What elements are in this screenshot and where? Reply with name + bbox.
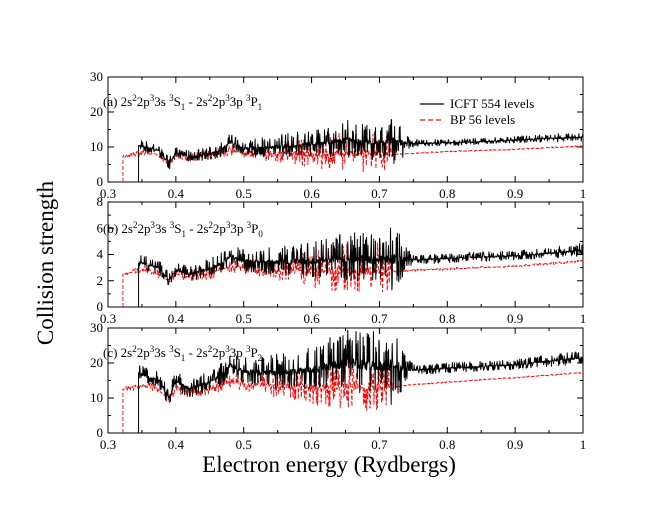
y-tick-label-c: 30 <box>90 320 103 335</box>
x-tick-label-c: 0.5 <box>236 437 252 452</box>
x-tick-label-b: 0.3 <box>100 311 116 326</box>
x-tick-label-a: 0.6 <box>303 186 320 201</box>
series-icft-554-levels-a <box>138 119 583 182</box>
y-tick-label-b: 0 <box>97 299 104 314</box>
x-tick-label-c: 0.8 <box>439 437 455 452</box>
x-tick-label-a: 0.7 <box>371 186 388 201</box>
x-tick-label-a: 0.9 <box>507 186 523 201</box>
y-tick-label-a: 20 <box>90 104 103 119</box>
y-tick-label-b: 8 <box>97 194 104 209</box>
y-tick-label-b: 4 <box>97 247 104 262</box>
x-tick-label-a: 0.5 <box>236 186 252 201</box>
x-axis-title: Electron energy (Rydbergs) <box>202 452 456 477</box>
y-tick-label-c: 10 <box>90 390 103 405</box>
x-tick-label-c: 0.3 <box>100 437 116 452</box>
x-tick-label-b: 0.6 <box>303 311 320 326</box>
x-tick-label-a: 0.8 <box>439 186 455 201</box>
x-tick-label-b: 0.4 <box>168 311 185 326</box>
x-tick-label-b: 0.9 <box>507 311 523 326</box>
legend: ICFT 554 levels BP 56 levels <box>420 96 534 127</box>
y-axis-title: Collision strength <box>33 180 58 345</box>
y-tick-label-b: 2 <box>97 273 104 288</box>
series-icft-554-levels-b <box>138 227 583 307</box>
legend-label-bp: BP 56 levels <box>450 112 515 127</box>
y-tick-label-c: 20 <box>90 355 103 370</box>
x-tick-label-c: 0.6 <box>303 437 320 452</box>
x-tick-label-c: 0.4 <box>168 437 185 452</box>
y-tick-label-a: 30 <box>90 69 103 84</box>
series-icft-554-levels-c <box>138 329 583 433</box>
x-tick-label-b: 0.5 <box>236 311 252 326</box>
x-tick-label-c: 0.9 <box>507 437 523 452</box>
x-tick-label-b: 0.7 <box>371 311 388 326</box>
y-tick-label-a: 10 <box>90 139 103 154</box>
series-bp-56-levels-c <box>122 359 583 433</box>
y-tick-label-b: 6 <box>97 220 104 235</box>
x-tick-label-c: 1 <box>580 437 587 452</box>
x-tick-label-a: 0.3 <box>100 186 116 201</box>
panel-b: 0.3 0.4 0.5 0.6 0.7 0.8 0.9 1 0 2 4 6 8 (b) 2s22p33s … <box>97 194 587 326</box>
y-tick-label-a: 0 <box>97 174 104 189</box>
panel-label-b: (b) 2s22p33s 3S1 - 2s22p33p 3P0 <box>103 220 263 239</box>
x-tick-label-a: 0.4 <box>168 186 185 201</box>
y-tick-label-c: 0 <box>97 425 104 440</box>
x-tick-label-c: 0.7 <box>371 437 388 452</box>
x-tick-label-a: 1 <box>580 186 587 201</box>
panel-label-c: (c) 2s22p33s 3S1 - 2s22p33p 3P2 <box>103 344 262 363</box>
panel-label-a: (a) 2s22p33s 3S1 - 2s22p33p 3P1 <box>103 93 262 112</box>
x-tick-label-b: 0.8 <box>439 311 455 326</box>
x-tick-label-b: 1 <box>580 311 587 326</box>
legend-label-icft: ICFT 554 levels <box>450 96 534 111</box>
